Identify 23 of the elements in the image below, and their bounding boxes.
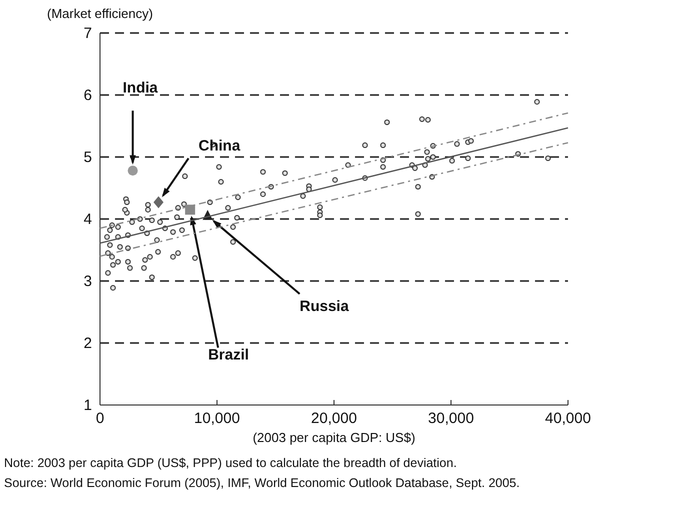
point bbox=[154, 196, 164, 208]
y-tick-label: 5 bbox=[84, 149, 92, 166]
y-tick-label: 3 bbox=[84, 273, 92, 290]
text: Russia bbox=[300, 298, 350, 315]
y-tick-label: 2 bbox=[84, 335, 92, 352]
text: Note: 2003 per capita GDP (US$, PPP) used to calculate the breadth of deviation. bbox=[4, 456, 457, 470]
y-tick-label: 7 bbox=[84, 25, 92, 42]
x-tick-label: 40,000 bbox=[545, 410, 591, 427]
text: China bbox=[198, 137, 241, 154]
text: India bbox=[122, 80, 158, 97]
point bbox=[185, 204, 196, 215]
y-tick-label: 4 bbox=[84, 211, 92, 228]
y-axis-title: (Market efficiency) bbox=[47, 6, 153, 21]
y-tick-label: 6 bbox=[84, 87, 92, 104]
x-tick-label: 30,000 bbox=[428, 410, 474, 427]
x-tick-label: 0 bbox=[96, 410, 104, 427]
y-tick-label: 1 bbox=[84, 397, 92, 414]
source-note: Source: World Economic Forum (2005), IMF, World Economic Outlook Database, Sept. 2005. bbox=[4, 476, 520, 490]
x-axis-title: (2003 per capita GDP: US$) bbox=[252, 430, 416, 445]
x-tick-label: 20,000 bbox=[311, 410, 357, 427]
point bbox=[128, 166, 138, 176]
x-tick-label: 10,000 bbox=[194, 410, 240, 427]
text: Brazil bbox=[208, 346, 249, 364]
